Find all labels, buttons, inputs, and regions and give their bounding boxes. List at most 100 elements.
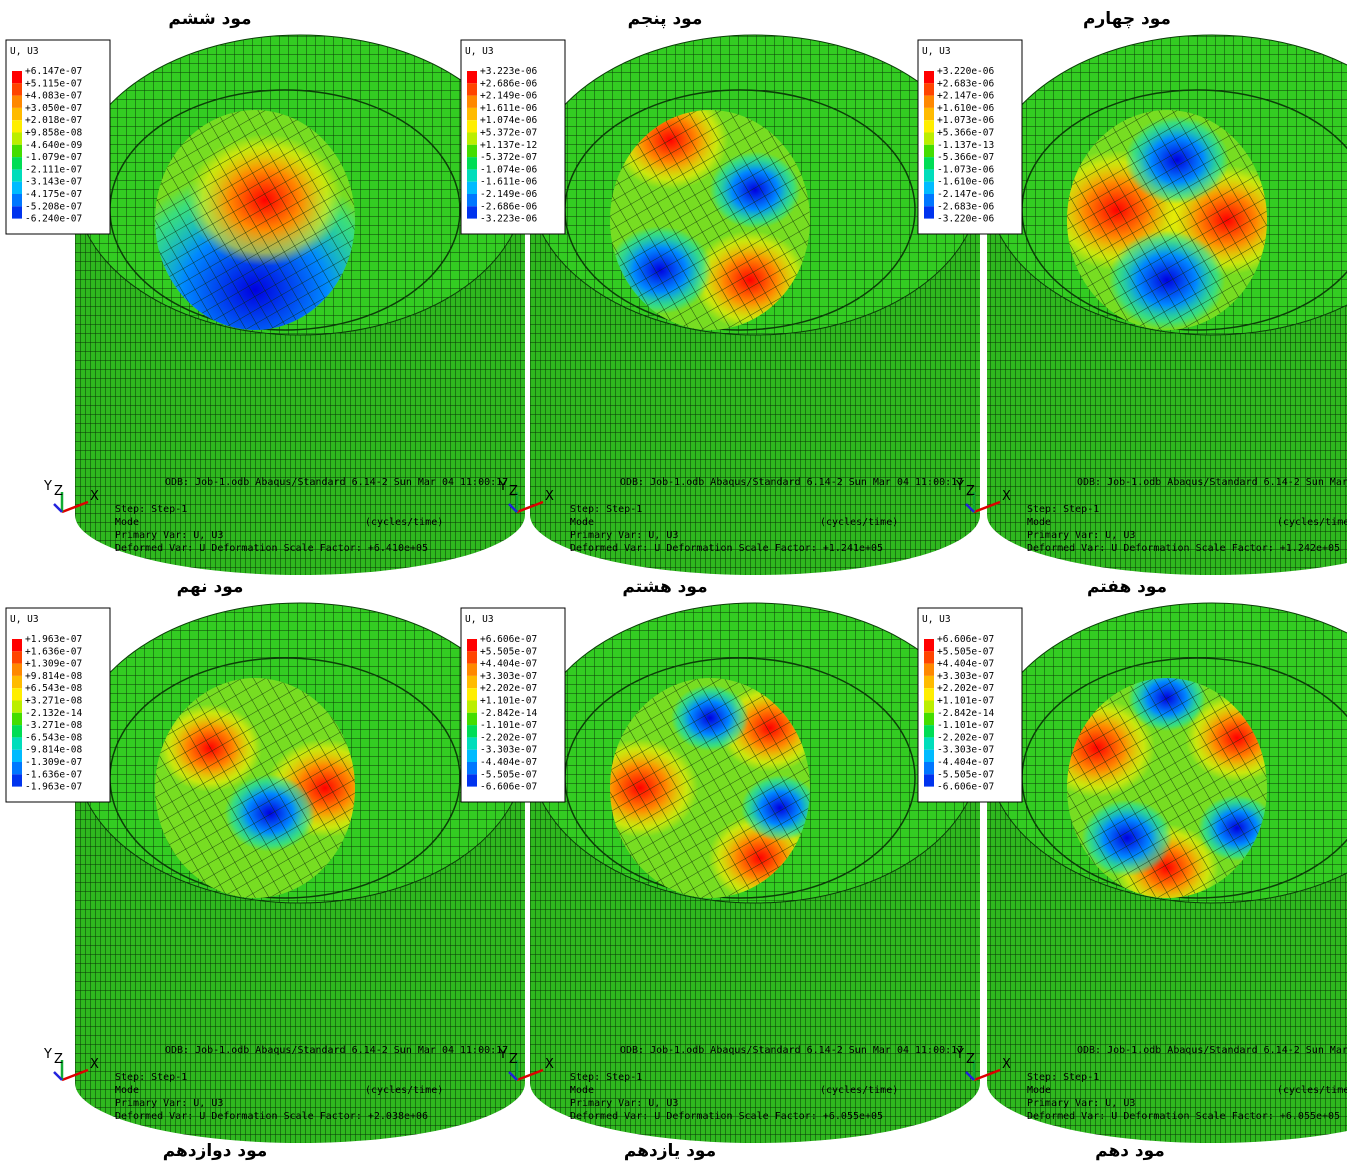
info-text: Mode (570, 517, 594, 528)
legend-swatch (924, 107, 934, 121)
legend-swatch (467, 675, 477, 689)
info-text: Primary Var: U, U3 (570, 530, 678, 541)
legend-label: -1.073e-06 (937, 164, 994, 175)
mode-shape (610, 110, 810, 330)
legend-swatch (467, 144, 477, 158)
info-text: Mode (115, 517, 139, 528)
legend-swatch (12, 169, 22, 182)
legend-label: -1.636e-07 (25, 769, 82, 780)
axis-z (965, 503, 975, 513)
legend-label: +3.223e-06 (480, 66, 537, 77)
legend-swatch (12, 774, 22, 787)
legend-label: -2.842e-14 (937, 708, 994, 719)
axis-label: X (545, 489, 554, 504)
legend-swatch (467, 107, 477, 121)
legend-label: +6.147e-07 (25, 66, 82, 77)
axis-label: Z (509, 484, 518, 499)
legend-swatch (924, 169, 934, 182)
legend-label: -3.220e-06 (937, 214, 994, 225)
panel-title: مود پنجم (628, 9, 703, 29)
axis-z (508, 1071, 518, 1081)
legend-label: +4.404e-07 (480, 659, 537, 670)
legend-swatch (467, 83, 477, 96)
axis-label: X (1002, 489, 1011, 504)
legend-title: U, U3 (465, 46, 494, 57)
legend-label: -2.202e-07 (480, 732, 537, 743)
info-text: Step: Step-1 (570, 1072, 642, 1083)
legend-label: +2.147e-06 (937, 91, 994, 102)
legend-swatch (467, 169, 477, 182)
bottom-caption: مود دوازدهم (163, 1141, 268, 1161)
info-text: ODB: Job-1.odb Abaqus/Standard 6.14-2 Su… (165, 477, 508, 488)
legend-label: -2.683e-06 (937, 201, 994, 212)
legend-label: -6.543e-08 (25, 732, 82, 743)
legend-label: -1.079e-07 (25, 152, 82, 163)
legend-label: -4.175e-07 (25, 189, 82, 200)
legend-swatch (12, 651, 22, 664)
info-text: Step: Step-1 (1027, 1072, 1099, 1083)
legend-label: -5.505e-07 (937, 769, 994, 780)
legend-swatch (467, 774, 477, 787)
info-text: Step: Step-1 (1027, 504, 1099, 515)
legend-swatch (12, 181, 22, 194)
info-text: (cycles/time) (365, 517, 443, 528)
info-text: (cycles/time) (1277, 517, 1347, 528)
legend-label: +9.814e-08 (25, 671, 82, 682)
legend-swatch (924, 157, 934, 170)
legend-label: -1.963e-07 (25, 782, 82, 793)
legend-swatch (924, 95, 934, 108)
legend-swatch (924, 651, 934, 664)
legend-label: -1.309e-07 (25, 757, 82, 768)
info-text: Deformed Var: U Deformation Scale Factor… (1027, 1111, 1340, 1122)
legend-swatch (924, 120, 934, 133)
legend-label: -2.132e-14 (25, 708, 82, 719)
legend-swatch (467, 712, 477, 726)
legend-label: +6.543e-08 (25, 683, 82, 694)
mode-shape (610, 678, 810, 898)
axis-z (965, 1071, 975, 1081)
legend-label: +2.202e-07 (480, 683, 537, 694)
legend-label: +1.101e-07 (937, 696, 994, 707)
legend-swatch (924, 774, 934, 787)
axis-x (973, 1068, 1001, 1082)
legend-swatch (467, 749, 477, 762)
panel: مود نهم U, U3 +1.963e-07+1.636e-07 +1.309e-… (5, 577, 526, 1143)
legend-title: U, U3 (10, 46, 39, 57)
legend-swatch (924, 725, 934, 738)
axis-label: Y (43, 1047, 52, 1062)
legend-label: -6.240e-07 (25, 214, 82, 225)
panel: مود پنجم U, U3 +3.223e-06+2.686e-06 +2.149e… (460, 9, 981, 575)
info-text: ODB: Job-1.odb Abaqus/Standard 6.14-2 Su… (620, 477, 963, 488)
legend-title: U, U3 (922, 614, 951, 625)
axis-label: Y (955, 479, 964, 494)
legend-label: -1.101e-07 (937, 720, 994, 731)
legend-swatch (467, 120, 477, 133)
legend-label: +1.611e-06 (480, 103, 537, 114)
legend-title: U, U3 (465, 614, 494, 625)
legend-label: +1.636e-07 (25, 646, 82, 657)
legend-label: -3.143e-07 (25, 177, 82, 188)
legend-label: -5.372e-07 (480, 152, 537, 163)
legend-label: +3.303e-07 (480, 671, 537, 682)
panel-title: مود چهارم (1083, 9, 1171, 29)
legend-label: +2.686e-06 (480, 78, 537, 89)
legend-label: +3.303e-07 (937, 671, 994, 682)
legend-swatch (467, 181, 477, 194)
legend-label: +3.220e-06 (937, 66, 994, 77)
legend-swatch (924, 737, 934, 750)
legend-label: -2.202e-07 (937, 732, 994, 743)
legend-label: -2.111e-07 (25, 164, 82, 175)
legend-label: +4.083e-07 (25, 91, 82, 102)
legend-box (5, 39, 111, 235)
panel: مود ششم U, U3 +6.147e-07+5.115e-07 +4.083e-… (5, 9, 526, 575)
legend-label: -4.404e-07 (480, 757, 537, 768)
info-text: Mode (115, 1085, 139, 1096)
legend-swatch (467, 663, 477, 676)
axis-label: Z (54, 484, 63, 499)
bottom-caption: مود یازدهم (624, 1141, 716, 1161)
legend-label: -3.223e-06 (480, 214, 537, 225)
legend-label: -1.101e-07 (480, 720, 537, 731)
info-text: (cycles/time) (820, 1085, 898, 1096)
legend-label: +6.606e-07 (480, 634, 537, 645)
legend-swatch (12, 663, 22, 676)
